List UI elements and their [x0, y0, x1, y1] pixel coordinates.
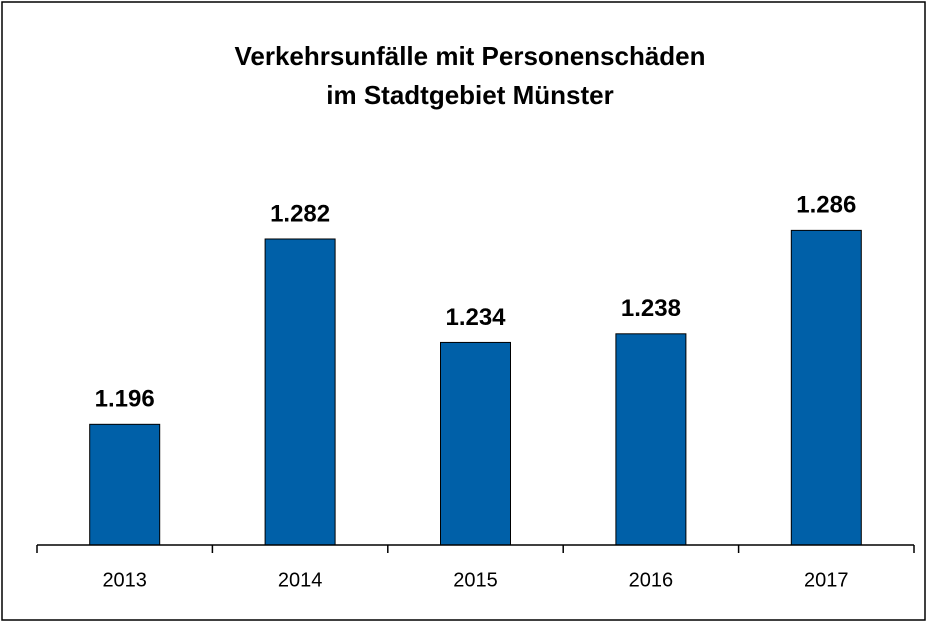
value-label: 1.286 — [796, 192, 856, 219]
bar — [790, 229, 862, 546]
chart-title: Verkehrsunfälle mit Personenschäden — [234, 41, 705, 71]
bar — [440, 341, 511, 546]
x-tick-label: 2016 — [629, 569, 674, 591]
value-label: 1.238 — [621, 295, 681, 322]
x-tick-label: 2017 — [804, 569, 849, 591]
bar — [615, 333, 687, 546]
x-tick-label: 2014 — [278, 569, 323, 591]
value-label: 1.196 — [95, 386, 155, 413]
x-tick-label: 2015 — [453, 569, 498, 591]
x-tick-label: 2013 — [102, 569, 147, 591]
bar — [89, 423, 161, 546]
value-label: 1.234 — [445, 304, 506, 331]
chart-title: im Stadtgebiet Münster — [326, 80, 613, 110]
value-label: 1.282 — [270, 200, 330, 227]
bar — [264, 238, 336, 546]
